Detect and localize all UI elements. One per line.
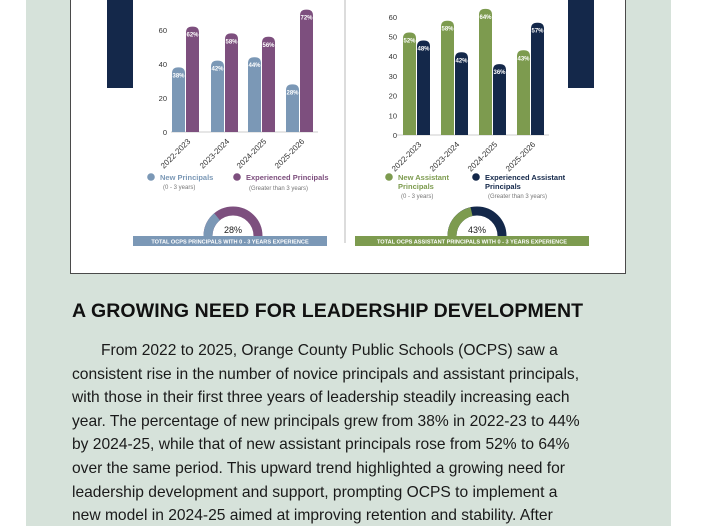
bar-new bbox=[211, 60, 224, 132]
gauge-fill bbox=[203, 213, 221, 237]
article-paragraph: From 2022 to 2025, Orange County Public … bbox=[72, 339, 632, 528]
gauge-value-label: 43% bbox=[468, 225, 486, 235]
x-tick-label: 2024-2025 bbox=[466, 140, 500, 174]
bar-data-label: 38% bbox=[172, 73, 185, 79]
bar-new bbox=[286, 84, 299, 132]
bar-new bbox=[248, 57, 261, 133]
legend-sublabel: (Greater than 3 years) bbox=[488, 194, 547, 200]
bar-experienced bbox=[531, 22, 544, 135]
paragraph-line: new model in 2024-25 aimed at improving … bbox=[72, 507, 553, 525]
gauge-value-label: 28% bbox=[224, 225, 242, 235]
legend-sublabel: (0 - 3 years) bbox=[401, 194, 433, 200]
paragraph-line: From 2022 to 2025, Orange County Public … bbox=[101, 342, 558, 359]
bar-new bbox=[441, 20, 454, 136]
gauge-caption-bar bbox=[133, 236, 327, 246]
charts-figure: 0 20 40 60 38% 62% 2022-2023 42% 58% 2023-2024 44%… bbox=[107, 0, 594, 246]
y-tick-label: 0 bbox=[163, 128, 167, 137]
bar-new bbox=[403, 32, 416, 136]
legend-label: New Assistant Principals bbox=[398, 173, 449, 191]
y-tick-label: 40 bbox=[159, 60, 167, 69]
legend-sublabel: (Greater than 3 years) bbox=[249, 186, 308, 192]
bar-data-label: 43% bbox=[517, 56, 530, 62]
bar-data-label: 48% bbox=[417, 46, 430, 52]
bar-experienced bbox=[300, 9, 313, 133]
x-tick-label: 2022-2023 bbox=[159, 137, 193, 171]
bar-data-label: 64% bbox=[479, 15, 492, 21]
x-tick-label: 2022-2023 bbox=[390, 140, 424, 174]
paragraph-line: consistent rise in the number of novice … bbox=[72, 365, 580, 383]
gauge-caption: TOTAL OCPS ASSISTANT PRINCIPALS WITH 0 -… bbox=[377, 239, 567, 245]
bar-data-label: 72% bbox=[300, 16, 313, 22]
y-tick-label: 30 bbox=[389, 72, 397, 81]
y-tick-label: 10 bbox=[389, 111, 397, 120]
paragraph-line: leadership development and support, prom… bbox=[72, 483, 558, 501]
bar-data-label: 42% bbox=[455, 58, 468, 64]
gauge-fill bbox=[447, 207, 473, 237]
bar-new bbox=[479, 8, 492, 136]
bar-data-label: 28% bbox=[286, 90, 299, 96]
legend-label: Experienced Principals bbox=[246, 173, 329, 182]
y-tick-label: 50 bbox=[389, 33, 397, 42]
bar-experienced bbox=[455, 52, 468, 136]
legend-label: New Principals bbox=[160, 173, 213, 182]
bar-data-label: 36% bbox=[493, 70, 506, 76]
bar-data-label: 56% bbox=[262, 43, 275, 49]
paragraph-line: year. The percentage of new principals g… bbox=[72, 412, 580, 430]
y-tick-label: 40 bbox=[389, 52, 397, 61]
bar-new bbox=[517, 50, 530, 135]
bar-experienced bbox=[262, 36, 275, 132]
bar-data-label: 58% bbox=[441, 27, 454, 33]
paragraph-line: by 2024-25, while that of new assistant … bbox=[72, 436, 570, 454]
bar-experienced bbox=[225, 33, 238, 132]
legend-label: Experienced Assistant Principals bbox=[485, 173, 566, 191]
x-tick-label: 2023-2024 bbox=[428, 140, 462, 174]
bar-new bbox=[172, 67, 185, 132]
bar-data-label: 52% bbox=[403, 39, 416, 45]
paragraph-line: over the same period. This upward trend … bbox=[72, 459, 565, 477]
bar-data-label: 44% bbox=[248, 63, 261, 69]
bar-data-label: 62% bbox=[186, 33, 199, 39]
y-tick-label: 60 bbox=[159, 26, 167, 35]
bar-data-label: 42% bbox=[211, 67, 224, 73]
bar-experienced bbox=[186, 26, 199, 133]
bar-data-label: 58% bbox=[225, 39, 238, 45]
x-tick-label: 2025-2026 bbox=[273, 137, 307, 171]
y-tick-label: 20 bbox=[389, 92, 397, 101]
legend-sublabel: (0 - 3 years) bbox=[163, 185, 195, 191]
bar-experienced bbox=[417, 40, 430, 135]
x-tick-label: 2025-2026 bbox=[504, 140, 538, 174]
legend-marker bbox=[147, 173, 155, 181]
paragraph-line: with those in their first three years of… bbox=[72, 389, 570, 407]
y-tick-label: 0 bbox=[393, 131, 397, 140]
x-tick-label: 2024-2025 bbox=[235, 137, 269, 171]
navy-accent-bar bbox=[107, 0, 133, 88]
navy-accent-bar bbox=[568, 0, 594, 88]
bar-data-label: 57% bbox=[531, 29, 544, 35]
y-tick-label: 60 bbox=[389, 13, 397, 22]
chart-card: 0 20 40 60 38% 62% 2022-2023 42% 58% 2023-2024 44%… bbox=[70, 0, 626, 274]
section-heading: A GROWING NEED FOR LEADERSHIP DEVELOPMEN… bbox=[72, 300, 584, 322]
y-tick-label: 20 bbox=[159, 94, 167, 103]
gauge-caption-bar bbox=[355, 236, 589, 246]
bar-experienced bbox=[493, 64, 506, 135]
legend-marker bbox=[233, 173, 241, 181]
legend-marker bbox=[385, 173, 393, 181]
x-tick-label: 2023-2024 bbox=[198, 137, 232, 171]
gauge-caption: TOTAL OCPS PRINCIPALS WITH 0 - 3 YEARS E… bbox=[151, 239, 309, 245]
legend-marker bbox=[472, 173, 480, 181]
